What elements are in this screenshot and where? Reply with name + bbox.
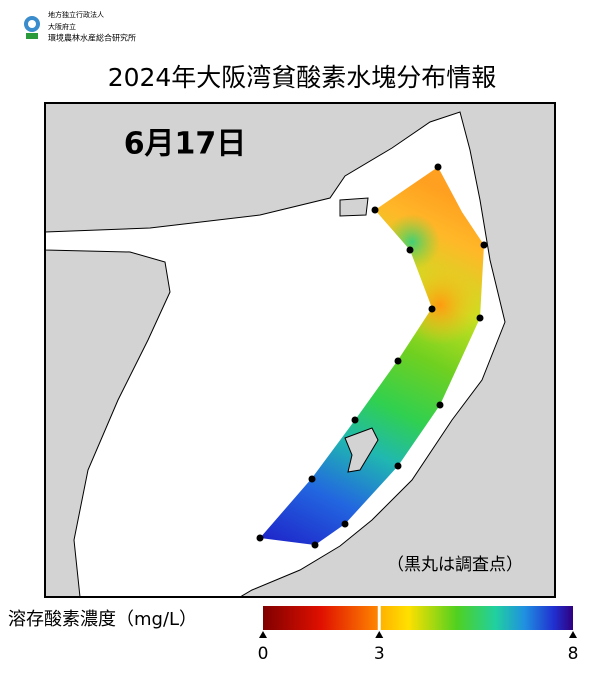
title: 2024年大阪湾貧酸素水塊分布情報: [108, 63, 497, 92]
colorbar-low: [263, 606, 380, 630]
date: 6月17日: [124, 127, 247, 162]
legend-label: 溶存酸素濃度（mg/L）: [8, 609, 197, 630]
land: [339, 197, 369, 217]
tick-marker: [569, 631, 577, 638]
do-spot: [375, 167, 484, 308]
logo: [24, 16, 40, 39]
do-spot: [398, 245, 484, 405]
tick-label: 3: [374, 644, 385, 664]
stations: [256, 163, 488, 549]
note: （黒丸は調査点）: [387, 555, 523, 575]
tick-marker: [259, 631, 267, 638]
org-line: 環境農林水産総合研究所: [48, 33, 136, 43]
colorbar-high: [379, 606, 573, 630]
tick-label: 0: [258, 644, 269, 664]
org-line: 地方独立行政法人: [48, 10, 104, 19]
map: [45, 103, 555, 597]
tick-marker: [375, 631, 384, 638]
island: [344, 427, 379, 473]
org-line: 大阪府立: [48, 22, 76, 31]
tick-label: 8: [568, 644, 579, 664]
sea: [45, 111, 506, 597]
map-frame: [44, 102, 556, 598]
